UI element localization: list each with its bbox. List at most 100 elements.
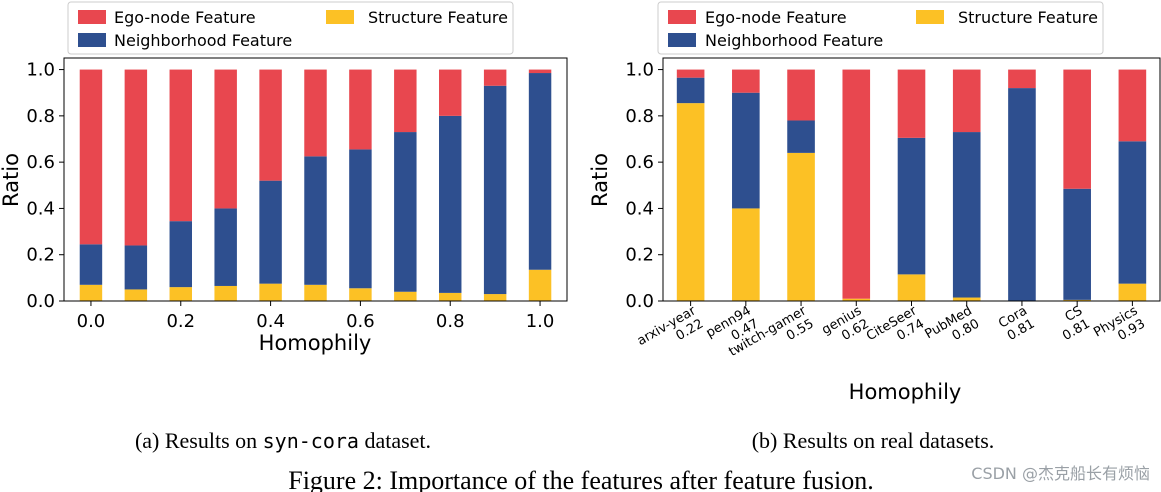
caption-a-prefix: (a) Results on: [135, 428, 263, 453]
caption-a-code: syn-cora: [263, 429, 359, 453]
y-axis-b: 0.0 0.2 0.4 0.6 0.8 1.0: [625, 60, 663, 312]
x-tick-label-a: 0.2: [166, 311, 195, 332]
bar-a-ego-2: [169, 69, 192, 222]
bar-a-neighborhood-0: [79, 244, 103, 285]
bars-a: [79, 69, 552, 301]
y-tick-label-b: 1.0: [625, 60, 654, 81]
x-tick-label-a: 0.4: [256, 311, 285, 332]
x-tick-label-a: 0.6: [346, 311, 375, 332]
x-axis-label-b: Homophily: [849, 380, 962, 404]
bar-b-neighborhood-8: [1118, 141, 1147, 284]
x-tick-label-b: CS0.81: [1060, 303, 1093, 343]
bar-b-structure-1: [732, 208, 760, 301]
y-tick-label-b: 0.8: [625, 106, 654, 127]
bar-a-ego-3: [214, 69, 237, 209]
bar-b-ego-6: [1008, 69, 1036, 89]
bar-a-structure-2: [169, 287, 192, 301]
bar-b-structure-7: [1063, 299, 1091, 301]
plot-frame-a: [63, 57, 568, 302]
legend-a-ego-swatch: [78, 10, 106, 24]
chart-a: Ego-node Feature Neighborhood Feature St…: [0, 1, 568, 355]
bar-a-neighborhood-6: [349, 149, 372, 289]
bar-b-neighborhood-0: [676, 77, 705, 104]
bar-a-neighborhood-9: [483, 85, 507, 295]
y-tick-label-a: 0.8: [26, 106, 55, 127]
y-axis-label-a: Ratio: [0, 153, 23, 207]
bar-a-neighborhood-1: [124, 245, 148, 290]
bar-b-neighborhood-7: [1063, 188, 1091, 300]
x-axis-a: 0.0 0.2 0.4 0.6 0.8 1.0: [77, 301, 555, 332]
bar-b-ego-5: [952, 69, 981, 133]
legend-a: [67, 1, 514, 55]
legend-b-neighborhood-swatch: [668, 33, 696, 47]
x-tick-label-a: 0.8: [436, 311, 465, 332]
y-tick-label-a: 0.2: [26, 245, 55, 266]
x-tick-label-a: 1.0: [526, 311, 555, 332]
x-axis-label-a: Homophily: [259, 331, 372, 355]
x-tick-label-a: 0.0: [77, 311, 106, 332]
bar-b-ego-8: [1118, 69, 1147, 142]
bar-b-structure-0: [676, 103, 705, 301]
bar-b-structure-8: [1118, 283, 1147, 301]
bar-a-neighborhood-2: [169, 221, 192, 288]
bar-b-neighborhood-6: [1008, 88, 1036, 301]
bar-a-ego-4: [259, 69, 282, 181]
legend-b-structure-swatch: [916, 10, 944, 24]
bar-a-ego-6: [349, 69, 372, 150]
bar-b-structure-2: [787, 152, 815, 301]
bar-a-neighborhood-10: [528, 73, 552, 270]
bar-a-structure-3: [214, 285, 237, 301]
bar-b-structure-4: [897, 274, 926, 301]
legend-a-ego-label: Ego-node Feature: [114, 8, 256, 27]
y-tick-label-a: 0.6: [26, 152, 55, 173]
legend-a-structure-swatch: [326, 10, 354, 24]
legend-b: [657, 1, 1104, 55]
bar-a-ego-0: [79, 69, 103, 245]
bar-a-ego-8: [439, 69, 462, 116]
y-tick-label-b: 0.6: [625, 152, 654, 173]
bar-a-structure-6: [349, 288, 372, 301]
bar-b-structure-3: [842, 298, 871, 301]
bar-b-ego-1: [732, 69, 760, 93]
bar-b-ego-0: [676, 69, 705, 78]
bar-b-neighborhood-2: [787, 120, 815, 153]
legend-b-ego-label: Ego-node Feature: [705, 8, 847, 27]
bar-a-ego-5: [304, 69, 327, 157]
bar-b-ego-4: [897, 69, 926, 138]
bar-a-neighborhood-5: [304, 156, 327, 285]
x-tick-value-b: 0.81: [1060, 316, 1093, 343]
legend-a-neighborhood-swatch: [78, 33, 106, 47]
caption-a-suffix: dataset.: [359, 428, 431, 453]
legend-a-neighborhood-label: Neighborhood Feature: [114, 31, 292, 50]
y-tick-label-b: 0.4: [625, 198, 654, 219]
bar-a-ego-1: [124, 69, 148, 246]
bar-a-neighborhood-7: [394, 132, 417, 292]
bar-a-structure-10: [528, 269, 552, 301]
bar-a-ego-10: [528, 69, 552, 74]
bar-a-ego-9: [483, 69, 507, 86]
bar-a-structure-4: [259, 283, 282, 301]
bar-b-ego-3: [842, 69, 871, 299]
bar-a-structure-1: [124, 289, 148, 301]
legend-b-structure-label: Structure Feature: [958, 8, 1098, 27]
y-tick-label-a: 1.0: [26, 60, 55, 81]
bar-a-neighborhood-4: [259, 180, 282, 284]
bar-a-neighborhood-3: [214, 208, 237, 286]
legend-a-structure-label: Structure Feature: [368, 8, 508, 27]
bar-b-neighborhood-1: [732, 92, 760, 209]
bar-b-ego-7: [1063, 69, 1091, 189]
x-axis-b: arxiv-year0.22penn940.47twitch-gamer0.55…: [635, 301, 1148, 360]
chart-b: Ego-node Feature Neighborhood Feature St…: [588, 1, 1161, 404]
bar-a-structure-9: [483, 294, 507, 301]
watermark: CSDN @杰克船长有烦恼: [971, 464, 1150, 483]
y-tick-label-a: 0.0: [26, 291, 55, 312]
y-tick-label-b: 0.2: [625, 245, 654, 266]
legend-b-ego-swatch: [668, 10, 696, 24]
bar-a-structure-5: [304, 284, 327, 301]
bar-a-ego-7: [394, 69, 417, 133]
y-tick-label-b: 0.0: [625, 291, 654, 312]
bar-a-structure-8: [439, 292, 462, 301]
